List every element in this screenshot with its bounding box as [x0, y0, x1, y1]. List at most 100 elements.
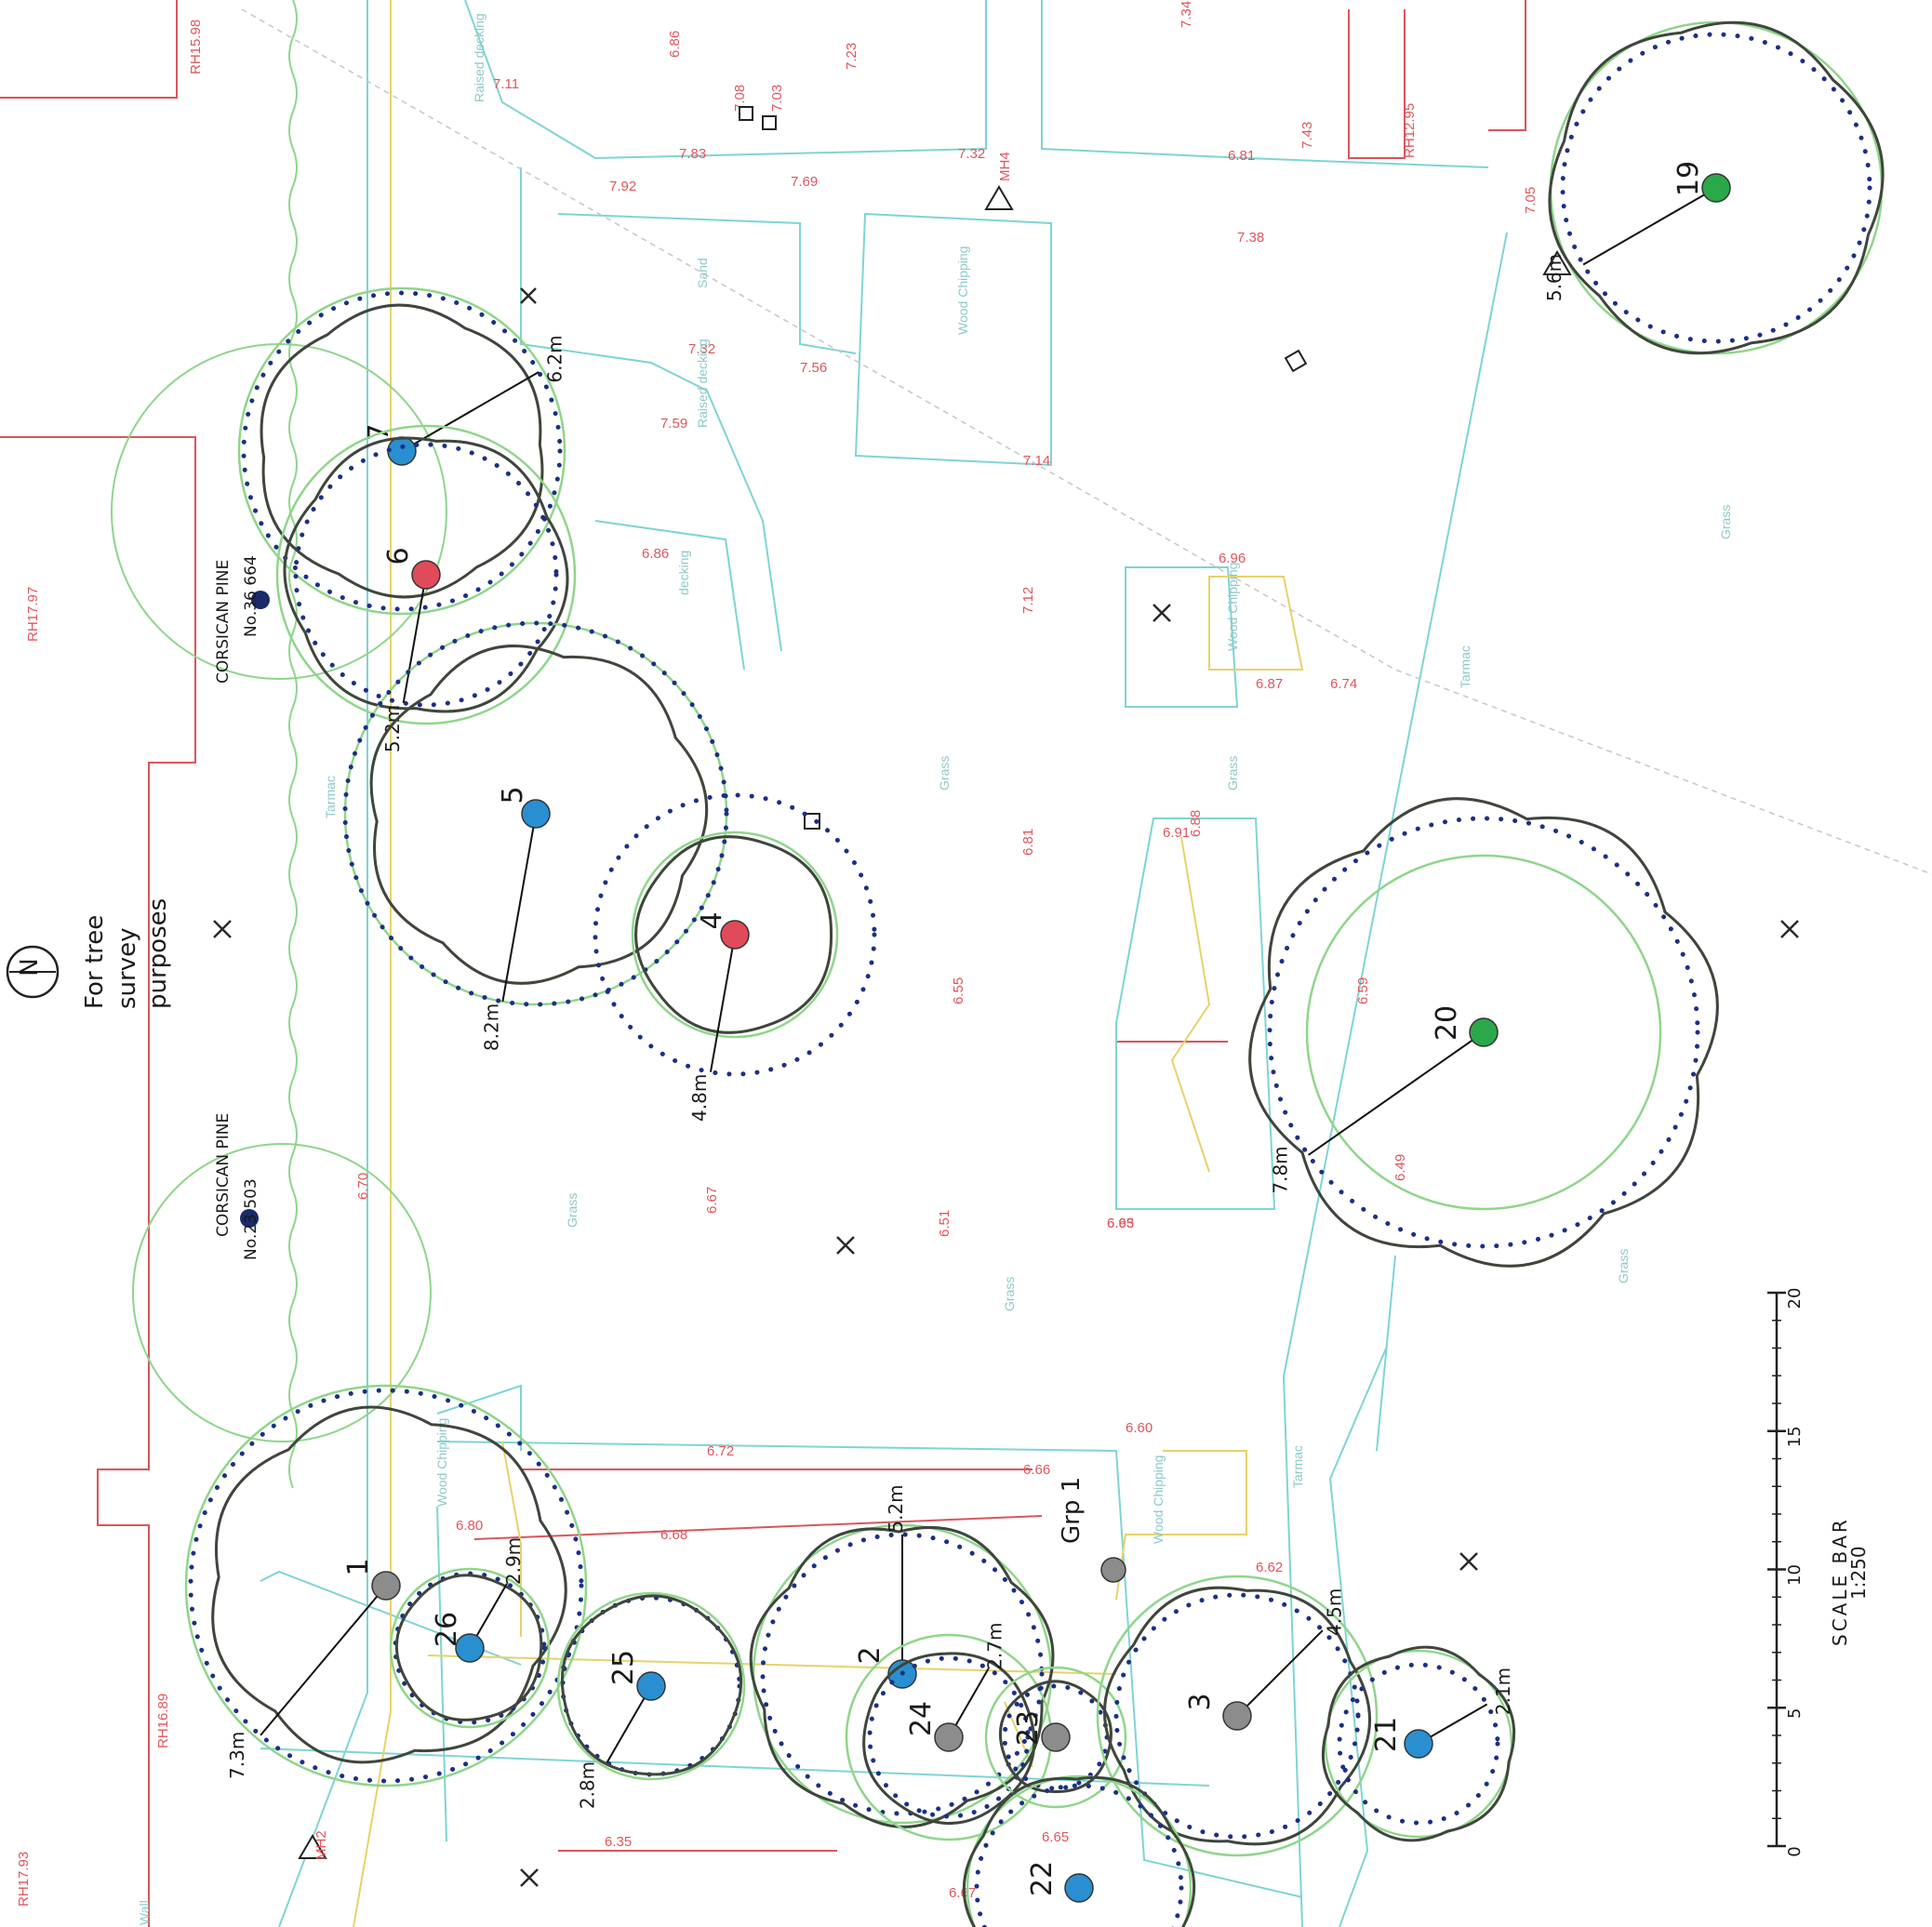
- crown-outline: [211, 1405, 567, 1764]
- spread-line: [260, 1585, 387, 1736]
- level-label: 7.56: [800, 360, 827, 376]
- canopy-extent: [984, 1666, 1127, 1809]
- north-arrow: N: [6, 945, 60, 999]
- group-label: Grp 1: [1058, 1477, 1086, 1544]
- crown-outline: [862, 1652, 1036, 1825]
- tree-6: 5.2m 6: [275, 424, 577, 752]
- tree-stem: [1469, 1017, 1499, 1047]
- level-label: 6.88: [1188, 810, 1204, 837]
- tree-number: 23: [1012, 1710, 1045, 1746]
- ridge-height-label: RH15.98: [188, 20, 204, 74]
- surface-label: Wood Chipping: [955, 246, 970, 335]
- canopy-extent: [966, 1774, 1193, 1927]
- level-label: 7.32: [958, 146, 985, 162]
- level-label: 7.43: [1299, 122, 1315, 149]
- level-label: 6.66: [1023, 1462, 1050, 1478]
- spread-label: 2.7m: [984, 1622, 1006, 1669]
- group-stem: [1100, 1557, 1126, 1583]
- level-label: 7.08: [732, 85, 748, 112]
- surface-label: decking: [676, 551, 691, 595]
- level-label: 6.51: [937, 1210, 953, 1237]
- level-label: 6.74: [1330, 676, 1357, 692]
- level-label: 7.59: [660, 416, 687, 432]
- ridge-height-label: RH16.89: [155, 1694, 171, 1748]
- level-label: 7.69: [791, 174, 818, 190]
- level-label: 7.83: [679, 146, 706, 162]
- level-label: 6.72: [707, 1443, 734, 1459]
- manhole-label: MH4: [997, 152, 1013, 181]
- tree-number: 4: [696, 911, 728, 929]
- root-protection-area: [342, 620, 729, 1007]
- scale-bar: 0 5 10 15 20 SCALE BAR 1:250: [1767, 1288, 1870, 1857]
- root-protection-area: [1267, 816, 1700, 1249]
- tree-number: 22: [1026, 1861, 1059, 1896]
- surface-label: Grass: [1002, 1277, 1017, 1311]
- root-protection-area: [1113, 1592, 1361, 1840]
- surface-label: Grass: [937, 756, 952, 791]
- ridge-height-label: RH17.93: [16, 1852, 32, 1907]
- survey-note-line: For tree: [81, 915, 109, 1009]
- tree-number: 3: [1184, 1693, 1217, 1710]
- root-protection-area: [760, 1532, 1045, 1816]
- crown-outline: [749, 1525, 1055, 1828]
- tree-7: 6.2m7: [237, 286, 566, 616]
- manhole-marker: [804, 813, 820, 830]
- scale-tick-label: 5: [1785, 1708, 1805, 1719]
- canopy-extent: [1305, 854, 1662, 1211]
- tree-4: 4.8m 4: [593, 792, 877, 1122]
- manhole-marker: [762, 115, 777, 130]
- scale-tick-label: 0: [1785, 1846, 1805, 1856]
- root-protection-area: [593, 792, 877, 1077]
- level-label: 6.81: [1228, 148, 1255, 164]
- level-label: 7.12: [1020, 587, 1036, 614]
- level-label: 6.81: [1020, 829, 1036, 856]
- root-protection-area: [1337, 1662, 1500, 1826]
- tree-1: 7.3m 1: [184, 1384, 588, 1787]
- tree-23: 23: [984, 1666, 1127, 1809]
- level-label: 6.87: [1256, 676, 1283, 692]
- survey-station-icon: [1542, 250, 1572, 275]
- survey-annotations: 6.86 7.08 7.03 7.23 7.11 7.83 7.32 7.92 …: [16, 1, 1733, 1925]
- manhole-label: MH2: [313, 1830, 329, 1860]
- surface-label: Tarmac: [323, 776, 338, 818]
- tree-stem: [636, 1671, 666, 1701]
- crown-outline: [283, 436, 569, 713]
- surface-label: Wall: [137, 1900, 152, 1925]
- surface-label: Grass: [1718, 505, 1733, 539]
- survey-note-line: survey: [113, 928, 141, 1009]
- level-label: 6.35: [605, 1834, 632, 1850]
- tree-number: 26: [431, 1612, 463, 1647]
- tree-20: 7.8m 20: [1248, 797, 1719, 1268]
- crown-outline: [634, 835, 833, 1034]
- spread-label: 6.2m: [543, 335, 566, 382]
- spread-label: 8.2m: [481, 1003, 503, 1051]
- surface-label: Wood Chipping: [1225, 563, 1240, 651]
- crown-outline: [1102, 1586, 1372, 1846]
- surface-label: Wood Chipping: [434, 1418, 449, 1507]
- level-label: 7.23: [844, 43, 859, 70]
- crown-outline: [260, 303, 544, 599]
- spread-label: 2.9m: [502, 1537, 525, 1585]
- root-protection-area: [867, 1655, 1031, 1819]
- tree-stem: [521, 799, 551, 829]
- level-label: 7.38: [1237, 230, 1264, 246]
- surface-label: Raised decking: [695, 339, 710, 428]
- spread-label: 5.2m: [381, 705, 404, 752]
- spread-label: 2.8m: [577, 1761, 599, 1809]
- level-label: 6.65: [1042, 1829, 1069, 1845]
- spread-label: 4.8m: [688, 1074, 711, 1122]
- tree-number: 24: [905, 1701, 938, 1736]
- root-protection-area: [241, 290, 563, 612]
- root-protection-area: [188, 1388, 584, 1784]
- spread-label: 2.1m: [1492, 1668, 1514, 1715]
- scale-tick-label: 15: [1785, 1426, 1805, 1447]
- root-protection-area: [393, 1571, 547, 1725]
- canopy-extent: [389, 1567, 551, 1729]
- level-label: 7.05: [1523, 187, 1539, 214]
- level-label: 7.34: [1179, 1, 1194, 28]
- pine-canopy: [111, 343, 447, 680]
- level-label: 6.67: [949, 1885, 976, 1901]
- pine-ref-label: No.36 664: [242, 555, 260, 637]
